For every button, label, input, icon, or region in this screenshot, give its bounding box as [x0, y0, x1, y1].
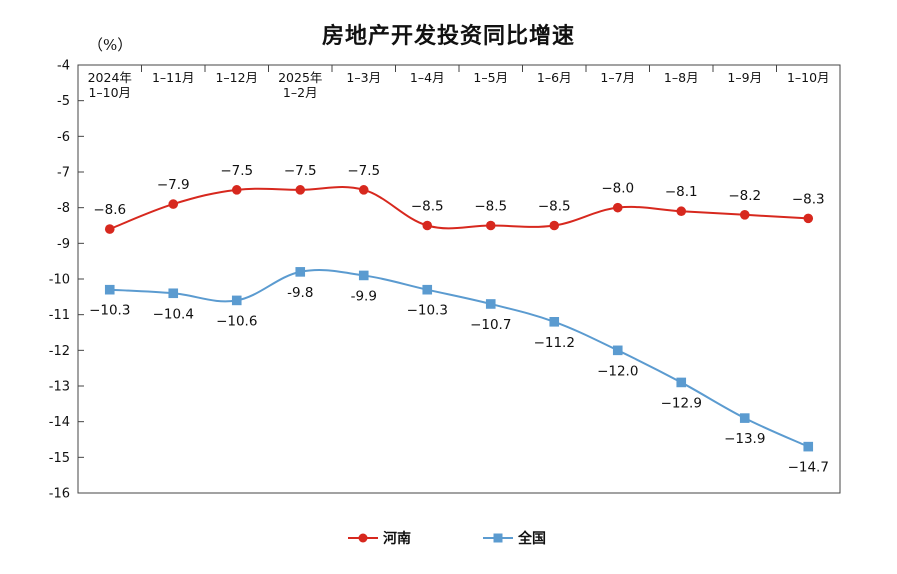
data-point [612, 202, 623, 213]
y-tick-label: -10 [49, 273, 70, 288]
x-category-label: 1–3月 [346, 70, 381, 85]
data-label: −10.3 [89, 303, 130, 319]
y-tick-label: -4 [57, 59, 70, 74]
legend-marker [493, 533, 503, 543]
data-point [485, 299, 496, 309]
x-category-label: 1–10月 [787, 70, 830, 85]
data-label: −13.9 [724, 431, 765, 447]
data-point [485, 220, 496, 231]
x-category-label: 1–12月 [215, 70, 258, 85]
data-point [739, 210, 750, 220]
x-category-label: 2024年 [88, 70, 132, 85]
y-tick-label: -13 [49, 380, 70, 395]
data-label: −7.9 [157, 177, 190, 193]
data-label: −10.3 [407, 303, 448, 319]
x-category-label: 1–6月 [537, 70, 572, 85]
data-point [803, 213, 814, 224]
y-tick-label: -12 [49, 344, 70, 359]
data-point [422, 220, 433, 231]
data-label: −10.4 [153, 306, 194, 322]
data-label: −10.7 [470, 317, 511, 333]
x-category-label: 1–10月 [88, 85, 131, 100]
data-point [612, 345, 623, 356]
x-category-label: 1–9月 [727, 70, 762, 85]
data-point [676, 206, 687, 217]
x-category-label: 1–2月 [283, 85, 318, 100]
data-label: −8.3 [792, 191, 825, 207]
data-label: −7.5 [347, 163, 380, 179]
data-label: −12.0 [597, 363, 638, 379]
y-tick-label: -16 [49, 487, 70, 502]
y-tick-label: -8 [57, 201, 70, 216]
data-point [104, 224, 115, 234]
y-tick-label: -7 [57, 166, 70, 181]
y-tick-label: -11 [49, 308, 70, 323]
data-label: −8.5 [411, 199, 444, 215]
x-category-label: 1–7月 [600, 70, 635, 85]
legend-label: 全国 [517, 530, 546, 547]
series-line-henan [109, 185, 809, 230]
y-tick-label: -5 [57, 94, 70, 109]
chart-title: 房地产开发投资同比增速 [321, 23, 575, 49]
data-point [104, 284, 115, 295]
data-point [231, 295, 242, 306]
data-label: −8.1 [665, 184, 698, 200]
data-label: −8.5 [538, 199, 571, 215]
data-label: −14.7 [788, 460, 829, 476]
y-unit-label: （%） [88, 36, 133, 54]
data-point [168, 199, 179, 209]
data-label: -9.8 [287, 285, 313, 301]
legend-label: 河南 [383, 530, 411, 547]
data-point [549, 317, 560, 327]
y-tick-label: -14 [49, 415, 70, 430]
data-point [676, 377, 687, 388]
data-point [231, 185, 242, 195]
data-point [295, 185, 306, 195]
data-label: −8.5 [474, 199, 507, 215]
data-point [549, 220, 560, 231]
data-point [358, 270, 369, 281]
data-label: −7.5 [220, 163, 253, 179]
x-category-label: 1–11月 [152, 70, 195, 85]
x-category-label: 1–8月 [664, 70, 699, 85]
x-category-label: 1–4月 [410, 70, 445, 85]
data-label: −8.0 [601, 181, 634, 197]
x-category-label: 1–5月 [473, 70, 508, 85]
data-point [739, 413, 750, 423]
data-label: −12.9 [661, 395, 702, 411]
x-category-label: 2025年 [278, 70, 322, 85]
data-label: -9.9 [351, 288, 377, 304]
legend-marker [358, 533, 368, 543]
data-point [295, 267, 306, 277]
data-point [168, 288, 179, 299]
y-tick-label: -15 [49, 451, 70, 466]
series-line-national [109, 269, 809, 448]
data-label: −7.5 [284, 163, 317, 179]
data-label: −10.6 [216, 313, 257, 329]
data-point [422, 284, 433, 295]
plot-frame [77, 64, 841, 494]
data-label: −8.6 [93, 202, 126, 218]
data-point [803, 441, 814, 452]
data-label: −11.2 [534, 335, 575, 351]
data-label: −8.2 [728, 188, 761, 204]
data-point [358, 185, 369, 195]
y-tick-label: -6 [57, 130, 70, 145]
y-tick-label: -9 [57, 237, 70, 252]
